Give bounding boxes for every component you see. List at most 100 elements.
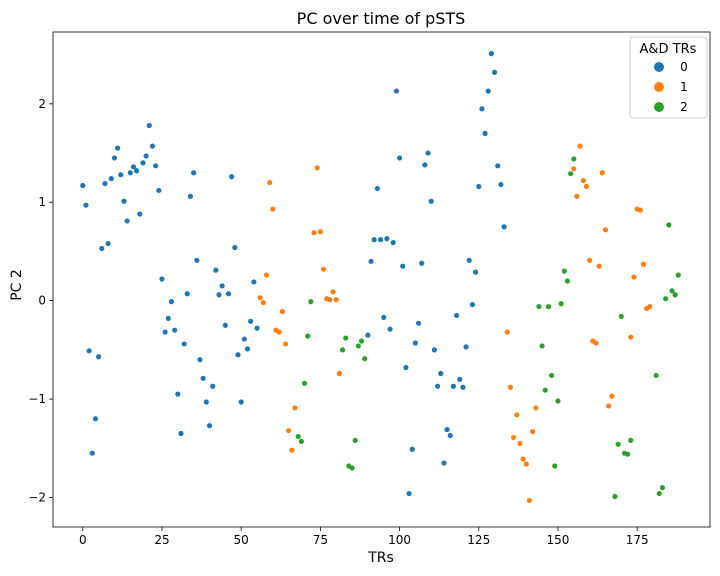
data-point-series-1 xyxy=(289,447,295,453)
data-point-series-2 xyxy=(358,338,365,344)
data-point-series-0 xyxy=(83,202,89,208)
data-point-series-1 xyxy=(574,193,580,199)
data-point-series-0 xyxy=(162,329,168,335)
x-tick-label: 75 xyxy=(313,533,328,547)
data-point-series-2 xyxy=(355,343,361,349)
data-point-series-1 xyxy=(311,230,317,236)
data-point-series-0 xyxy=(178,430,184,437)
data-point-series-0 xyxy=(149,143,156,149)
data-point-series-2 xyxy=(568,171,574,177)
x-tick-label: 25 xyxy=(154,533,169,547)
data-point-series-2 xyxy=(656,490,662,497)
data-point-series-0 xyxy=(153,163,159,169)
data-point-series-1 xyxy=(577,143,583,149)
data-point-series-0 xyxy=(146,122,152,129)
data-point-series-0 xyxy=(137,211,143,217)
plot-area: 0 25 50 75 100 125 150 175 −2 −1 0 1 2 xyxy=(28,31,711,547)
legend-title: A&D TRs xyxy=(640,42,697,57)
data-point-series-1 xyxy=(260,300,266,306)
data-point-series-1 xyxy=(276,329,282,335)
data-point-series-0 xyxy=(89,450,95,456)
data-point-series-2 xyxy=(301,380,308,386)
data-point-series-0 xyxy=(213,267,219,273)
x-tick-label: 100 xyxy=(388,533,411,547)
data-point-series-2 xyxy=(339,347,346,353)
plot-frame xyxy=(52,31,711,528)
data-point-series-2 xyxy=(663,296,669,302)
chart-title: PC over time of pSTS xyxy=(297,9,466,28)
data-point-series-1 xyxy=(593,340,599,346)
data-point-series-2 xyxy=(539,343,545,349)
data-point-series-1 xyxy=(640,261,647,267)
data-point-series-1 xyxy=(602,227,609,233)
data-point-series-0 xyxy=(403,364,409,371)
legend-label-1: 1 xyxy=(680,80,688,94)
data-point-series-2 xyxy=(362,356,368,362)
legend-items: 0 1 2 xyxy=(654,60,688,114)
legend-marker-1 xyxy=(654,82,664,92)
data-point-series-1 xyxy=(263,272,270,278)
data-point-series-0 xyxy=(111,155,118,161)
data-point-series-0 xyxy=(422,162,428,168)
y-axis-label: PC 2 xyxy=(9,269,25,301)
data-point-series-1 xyxy=(317,229,323,235)
data-point-series-0 xyxy=(460,384,466,390)
data-point-series-0 xyxy=(406,490,412,497)
data-point-series-1 xyxy=(267,179,273,186)
data-point-series-1 xyxy=(279,308,285,315)
data-point-series-1 xyxy=(517,440,523,446)
data-point-series-0 xyxy=(377,237,384,243)
data-point-series-2 xyxy=(305,333,311,339)
data-point-series-0 xyxy=(108,176,114,182)
data-point-series-2 xyxy=(295,433,301,440)
data-point-series-0 xyxy=(488,51,495,57)
legend-label-0: 0 xyxy=(680,60,688,74)
data-point-series-0 xyxy=(102,180,108,187)
data-point-series-0 xyxy=(453,312,460,319)
data-point-series-0 xyxy=(438,370,444,377)
data-point-series-0 xyxy=(371,237,377,243)
data-point-series-0 xyxy=(447,432,453,439)
legend-marker-0 xyxy=(654,62,664,72)
data-point-series-2 xyxy=(615,441,621,447)
data-point-series-1 xyxy=(631,274,637,280)
data-point-series-2 xyxy=(625,451,631,457)
data-point-series-1 xyxy=(507,384,514,390)
data-point-series-0 xyxy=(425,150,431,156)
data-point-series-0 xyxy=(235,352,241,358)
data-point-series-0 xyxy=(469,301,476,308)
data-point-series-0 xyxy=(194,257,200,263)
data-point-series-1 xyxy=(270,206,276,212)
data-point-series-2 xyxy=(618,313,624,320)
data-point-series-0 xyxy=(365,332,371,338)
data-point-series-0 xyxy=(251,279,257,285)
data-point-series-0 xyxy=(210,383,216,389)
data-point-series-0 xyxy=(248,318,254,324)
x-tick-label: 150 xyxy=(546,533,569,547)
data-point-series-0 xyxy=(244,346,251,352)
data-point-series-0 xyxy=(393,88,399,94)
data-point-series-1 xyxy=(526,497,533,504)
data-point-series-0 xyxy=(118,172,124,178)
data-point-series-1 xyxy=(336,370,342,377)
data-point-series-0 xyxy=(254,325,260,331)
data-point-series-0 xyxy=(206,423,213,429)
data-point-series-0 xyxy=(184,291,190,297)
x-tick-label: 175 xyxy=(626,533,649,547)
data-point-series-2 xyxy=(669,288,675,294)
data-point-series-0 xyxy=(229,174,235,180)
data-point-series-2 xyxy=(542,387,548,393)
data-point-series-0 xyxy=(374,185,380,192)
data-points xyxy=(80,51,681,504)
data-point-series-0 xyxy=(381,314,387,320)
data-point-series-0 xyxy=(368,258,374,264)
data-point-series-1 xyxy=(314,165,320,171)
data-point-series-2 xyxy=(612,493,618,500)
data-point-series-1 xyxy=(286,427,292,434)
data-point-series-0 xyxy=(99,245,105,252)
data-point-series-2 xyxy=(308,299,314,305)
data-point-series-0 xyxy=(479,106,485,112)
data-point-series-0 xyxy=(115,145,121,151)
data-point-series-1 xyxy=(530,428,536,435)
data-point-series-1 xyxy=(599,170,605,176)
